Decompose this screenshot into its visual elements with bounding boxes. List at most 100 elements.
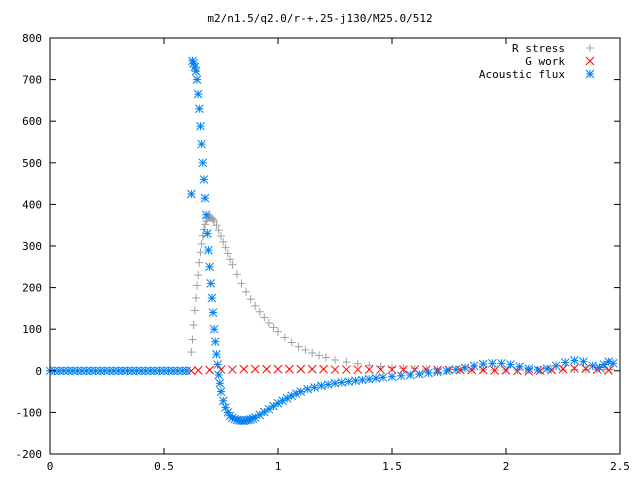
data-point	[273, 364, 283, 374]
data-point	[192, 75, 202, 84]
data-point	[570, 365, 579, 374]
data-point	[193, 281, 202, 290]
data-point	[581, 364, 591, 374]
data-point	[214, 226, 223, 235]
data-point	[194, 104, 204, 114]
x-tick-label: 1.5	[382, 460, 402, 473]
data-point	[200, 193, 210, 203]
data-point	[542, 364, 552, 374]
y-tick-label: 600	[22, 115, 42, 128]
data-point	[204, 245, 213, 255]
data-point	[191, 66, 201, 76]
x-tick-label: 2	[503, 460, 510, 473]
data-point	[490, 366, 499, 375]
y-tick-label: 800	[22, 32, 42, 45]
data-point	[570, 356, 579, 365]
data-point	[264, 318, 273, 327]
chart-title: m2/n1.5/q2.0/r-+.25-j130/M25.0/512	[207, 12, 432, 25]
data-point	[588, 361, 597, 371]
data-point	[208, 308, 218, 317]
y-tick-label: 500	[22, 157, 42, 170]
data-point	[155, 366, 164, 376]
data-point	[218, 396, 228, 406]
data-point	[199, 175, 209, 184]
data-point	[579, 357, 588, 367]
plot-area	[45, 56, 618, 426]
data-point	[196, 248, 205, 257]
data-point	[301, 346, 310, 354]
data-point	[287, 338, 296, 347]
y-tick-label: 400	[22, 198, 42, 211]
x-tick-label: 2.5	[610, 460, 630, 473]
data-point	[223, 249, 232, 258]
data-point	[285, 364, 294, 374]
data-point	[378, 373, 388, 382]
data-point	[213, 360, 222, 369]
data-point	[269, 323, 278, 332]
series-g-work	[187, 363, 613, 376]
data-point	[262, 364, 271, 374]
data-point	[219, 237, 228, 246]
y-tick-label: -100	[16, 406, 43, 419]
data-point	[442, 366, 452, 376]
data-point	[515, 362, 525, 371]
data-point	[210, 217, 219, 226]
data-point	[189, 321, 198, 330]
data-point	[376, 365, 385, 374]
data-point	[237, 279, 246, 288]
data-point	[246, 295, 255, 304]
data-point	[387, 365, 397, 374]
data-point	[330, 365, 340, 374]
data-point	[274, 327, 282, 336]
data-point	[206, 279, 216, 288]
data-point	[316, 381, 326, 391]
data-point	[307, 364, 317, 374]
data-point	[559, 365, 567, 374]
data-point	[364, 365, 374, 374]
data-point	[193, 89, 203, 99]
data-point	[145, 366, 155, 376]
data-point	[260, 313, 269, 322]
data-point	[560, 358, 570, 367]
data-point	[196, 121, 205, 131]
data-point	[365, 361, 374, 370]
legend-marker	[585, 69, 595, 79]
y-tick-label: 0	[35, 365, 42, 378]
data-point	[451, 365, 461, 374]
data-point	[217, 232, 225, 241]
data-point	[570, 363, 579, 373]
series-r-stress	[187, 212, 615, 374]
x-tick-label: 0.5	[154, 460, 174, 473]
legend-marker	[586, 44, 594, 52]
data-point	[330, 378, 340, 388]
data-point	[469, 361, 479, 371]
data-point	[608, 358, 618, 368]
data-point	[199, 225, 208, 234]
data-point	[303, 384, 312, 394]
data-point	[188, 335, 197, 344]
data-point	[209, 215, 218, 224]
data-point	[202, 229, 212, 238]
data-point	[205, 262, 214, 272]
data-point	[193, 366, 203, 375]
data-point	[487, 358, 497, 368]
data-point	[136, 366, 146, 376]
data-point	[190, 306, 199, 315]
data-point	[197, 139, 206, 149]
data-point	[239, 364, 249, 374]
legend-label: Acoustic flux	[479, 68, 565, 81]
data-point	[396, 371, 406, 381]
data-point	[187, 348, 196, 357]
data-point	[478, 359, 488, 369]
data-point	[201, 220, 210, 229]
y-tick-label: 700	[22, 74, 42, 87]
data-point	[506, 360, 515, 369]
data-point	[205, 365, 214, 375]
data-point	[319, 364, 328, 374]
data-point	[342, 365, 351, 374]
x-tick-label: 0	[47, 460, 54, 473]
data-point	[551, 361, 561, 371]
data-point	[524, 364, 534, 374]
data-point	[342, 358, 351, 367]
